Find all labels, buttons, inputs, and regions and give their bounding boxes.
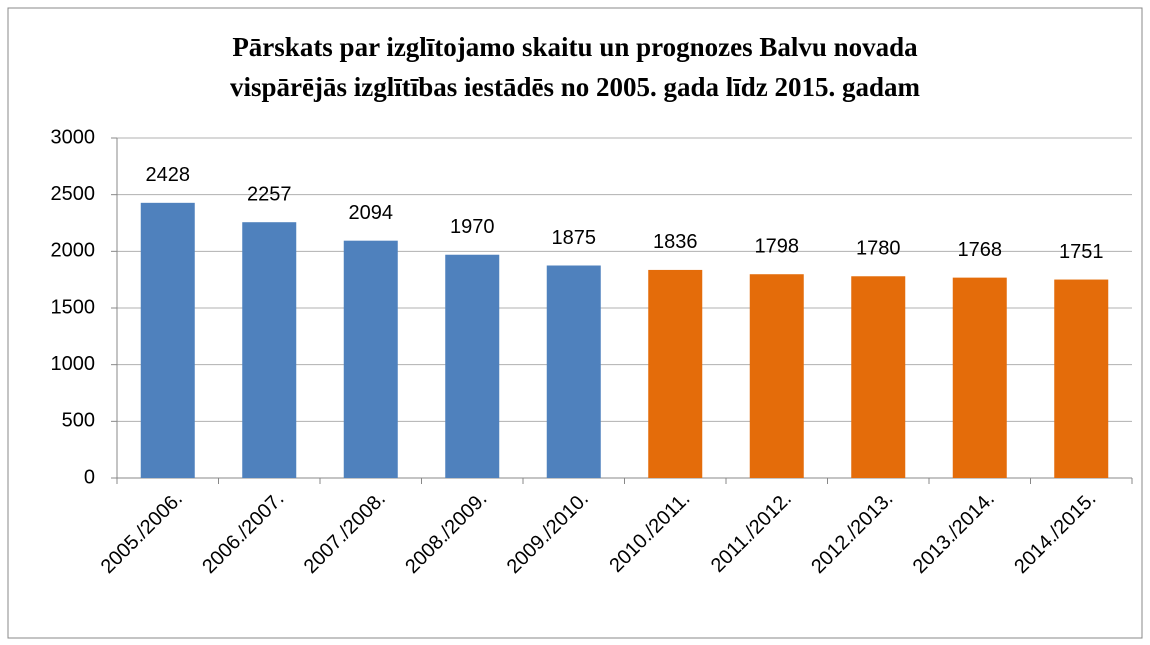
data-label: 2257 — [247, 183, 292, 205]
x-tick-label: 2005./2006. — [97, 488, 187, 578]
x-tick-label: 2007./2008. — [300, 488, 390, 578]
data-label: 1836 — [653, 231, 698, 253]
data-label: 1875 — [552, 227, 597, 249]
data-label: 1798 — [755, 236, 800, 258]
y-tick-label: 1000 — [51, 353, 96, 375]
data-label: 1768 — [958, 239, 1003, 261]
x-tick-label: 2011./2012. — [707, 488, 796, 577]
bar — [445, 254, 500, 478]
bar — [140, 202, 195, 478]
y-tick-label: 2500 — [51, 183, 96, 205]
data-label: 1751 — [1059, 241, 1104, 263]
bar — [546, 265, 601, 478]
x-tick-label: 2010./2011. — [605, 488, 694, 577]
data-label: 1780 — [856, 238, 901, 260]
data-label: 2094 — [349, 202, 394, 224]
bar — [343, 240, 398, 478]
bar — [749, 274, 804, 478]
data-label: 2428 — [146, 164, 191, 186]
x-tick-label: 2008./2009. — [401, 488, 491, 578]
x-tick-label: 2013./2014. — [909, 488, 999, 578]
y-tick-label: 0 — [84, 466, 95, 488]
x-tick-label: 2012./2013. — [807, 488, 897, 578]
y-tick-label: 2000 — [51, 240, 96, 262]
y-tick-label: 3000 — [51, 126, 96, 148]
bar — [648, 269, 703, 478]
chart-title: Pārskats par izglītojamo skaitu un progn… — [232, 32, 918, 62]
bar — [242, 222, 297, 478]
x-tick-label: 2014./2015. — [1010, 488, 1100, 578]
y-tick-label: 500 — [62, 410, 95, 432]
chart-frame — [7, 7, 1143, 639]
x-tick-label: 2006./2007. — [198, 488, 288, 578]
bar — [1054, 279, 1109, 478]
y-tick-label: 1500 — [51, 296, 96, 318]
chart-title: vispārējās izglītības iestādēs no 2005. … — [230, 72, 921, 102]
x-tick-label: 2009./2010. — [503, 488, 593, 578]
bar — [952, 277, 1007, 478]
bar — [851, 276, 906, 478]
data-label: 1970 — [450, 216, 495, 238]
